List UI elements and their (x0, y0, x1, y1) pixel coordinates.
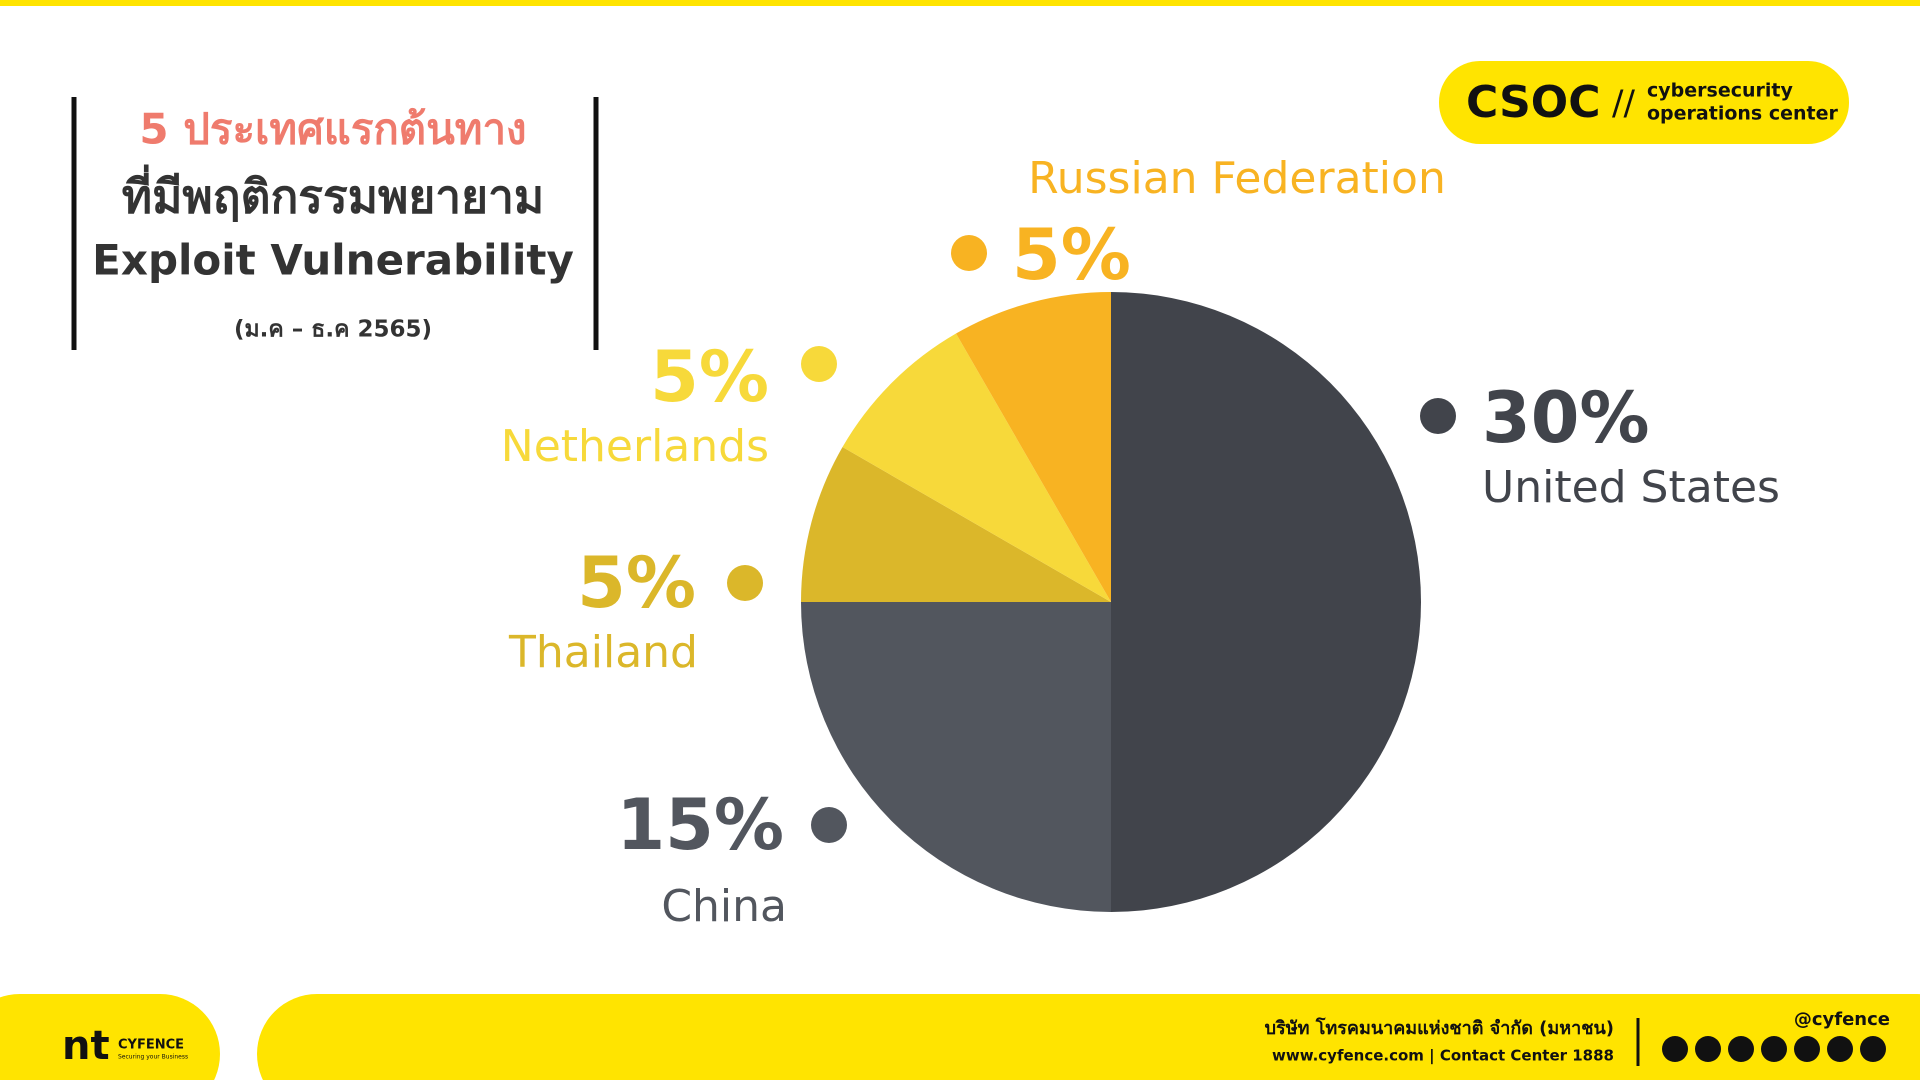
label-dot (801, 346, 837, 382)
footer-tagline: Securing your Business (118, 1054, 188, 1061)
category-label: China (661, 881, 787, 932)
title-line: Exploit Vulnerability (92, 236, 574, 285)
footer-contact: www.cyfence.com | Contact Center 1888 (1272, 1047, 1614, 1066)
value-label: 5% (650, 336, 769, 418)
category-label: Russian Federation (1028, 153, 1446, 204)
pie-slice (801, 602, 1111, 912)
label-dot (727, 565, 763, 601)
badge-name: CSOC (1466, 77, 1601, 128)
value-label: 5% (577, 542, 696, 624)
category-label: Netherlands (501, 421, 769, 472)
title-line: ที่มีพฤติกรรมพยายาม (122, 165, 545, 224)
top-stripe (0, 0, 1920, 6)
label-dot (811, 807, 847, 843)
social-icon[interactable] (1761, 1036, 1787, 1062)
footer-bar (257, 994, 1920, 1080)
pie-slice (801, 447, 1111, 602)
footer-handle: @cyfence (1794, 1009, 1890, 1030)
footer-brand: CYFENCE (118, 1038, 184, 1053)
social-icon[interactable] (1728, 1036, 1754, 1062)
footer-logo-box (0, 994, 220, 1080)
badge-text: operations center (1647, 103, 1838, 125)
social-icon[interactable] (1695, 1036, 1721, 1062)
social-icon[interactable] (1794, 1036, 1820, 1062)
badge-separator: // (1612, 84, 1635, 124)
period: (ม.ค – ธ.ค 2565) (234, 317, 432, 343)
label-dot (1420, 398, 1456, 434)
value-label: 5% (1012, 214, 1131, 296)
title-line: 5 ประเทศแรกต้นทาง (139, 105, 526, 154)
footer-logo: nt (62, 1023, 110, 1069)
badge-text: cybersecurity (1647, 80, 1793, 102)
footer-company: บริษัท โทรคมนาคมแห่งชาติ จำกัด (มหาชน) (1265, 1017, 1614, 1039)
social-icon[interactable] (1662, 1036, 1688, 1062)
pie-slice (1111, 292, 1421, 912)
category-label: United States (1482, 462, 1780, 513)
social-icons (1662, 1036, 1886, 1062)
badge (1439, 61, 1849, 144)
pie-slice (842, 333, 1111, 602)
social-icon[interactable] (1827, 1036, 1853, 1062)
pie-slice (956, 292, 1111, 602)
value-label: 30% (1482, 377, 1650, 459)
social-icon[interactable] (1860, 1036, 1886, 1062)
value-label: 15% (616, 784, 784, 866)
category-label: Thailand (508, 627, 698, 678)
label-dot (951, 235, 987, 271)
